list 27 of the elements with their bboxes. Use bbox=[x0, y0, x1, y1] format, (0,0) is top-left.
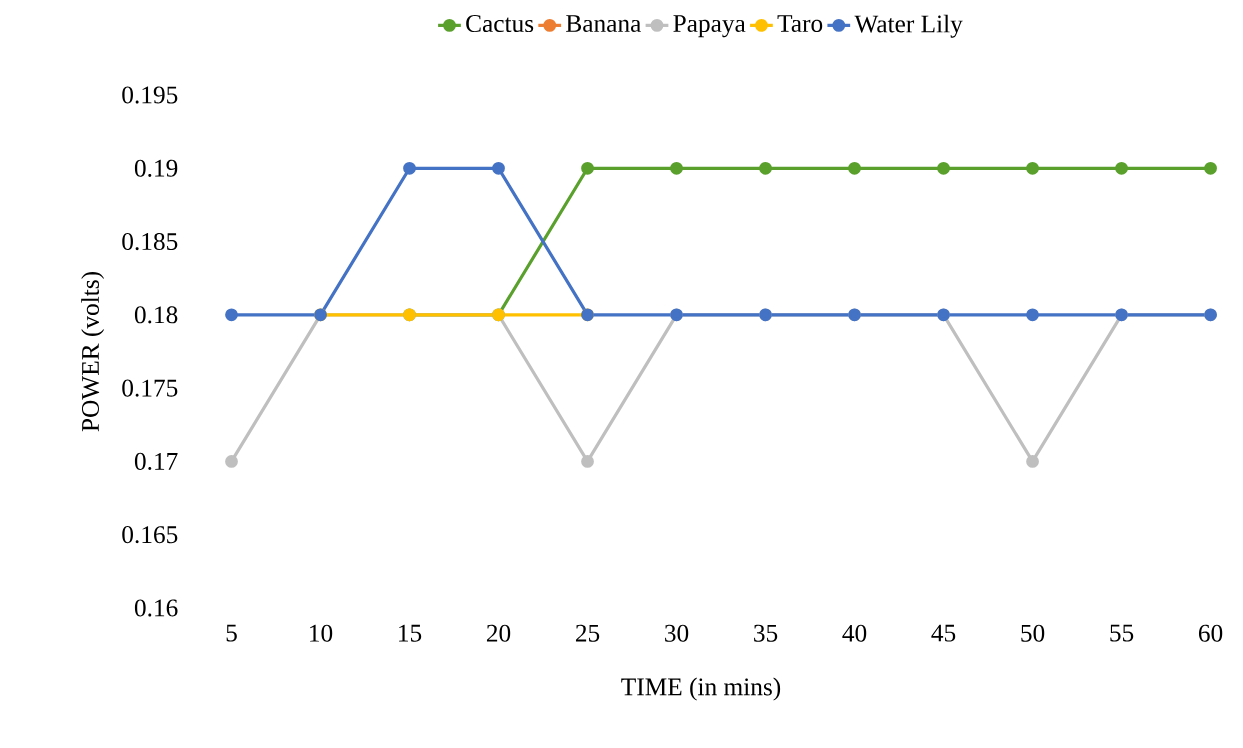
y-tick-label: 0.195 bbox=[122, 86, 178, 104]
x-tick-label: 55 bbox=[1110, 624, 1134, 642]
y-tick-label: 0.18 bbox=[134, 306, 178, 324]
legend-label: Taro bbox=[777, 15, 823, 33]
legend-label: Cactus bbox=[466, 15, 534, 33]
y-tick-label: 0.175 bbox=[122, 379, 178, 397]
x-axis-title: TIME (in mins) bbox=[621, 677, 781, 701]
x-tick-label: 40 bbox=[842, 624, 867, 642]
y-tick-label: 0.185 bbox=[122, 232, 178, 251]
x-tick-label: 25 bbox=[575, 624, 600, 642]
y-tick-label: 0.19 bbox=[134, 159, 178, 177]
x-tick-label: 20 bbox=[486, 624, 511, 642]
y-tick-label: 0.17 bbox=[134, 452, 178, 471]
legend-label: Papaya bbox=[673, 15, 746, 38]
x-tick-label: 45 bbox=[931, 624, 956, 642]
x-tick-label: 50 bbox=[1021, 624, 1045, 642]
y-axis-title: POWER (volts) bbox=[81, 272, 105, 432]
x-tick-label: 5 bbox=[226, 624, 237, 642]
x-tick-label: 30 bbox=[665, 624, 689, 642]
x-tick-label: 10 bbox=[310, 624, 333, 642]
x-tick-label: 35 bbox=[754, 624, 778, 642]
x-tick-label: 15 bbox=[399, 624, 422, 642]
y-tick-label: 0.165 bbox=[122, 526, 178, 544]
legend-label: Water Lily bbox=[854, 14, 963, 38]
x-tick-label: 60 bbox=[1198, 624, 1223, 642]
y-tick-label: 0.16 bbox=[134, 599, 178, 617]
legend-label: Banana bbox=[566, 15, 641, 33]
